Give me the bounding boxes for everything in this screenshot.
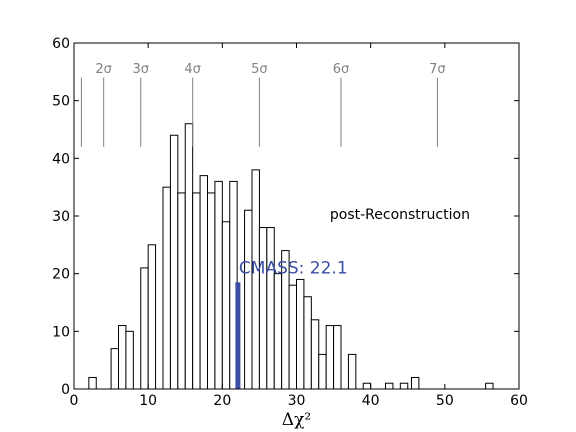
x-tick-label: 50	[436, 393, 454, 409]
histogram-bar	[303, 296, 312, 390]
y-tick-label: 10	[52, 324, 70, 340]
histogram-bar	[258, 227, 268, 390]
x-tick-label: 0	[70, 393, 79, 409]
sigma-label: 2σ	[95, 62, 112, 77]
histogram-bar	[118, 325, 127, 390]
histogram-bar	[266, 227, 275, 390]
histogram-bar	[184, 123, 194, 390]
histogram-bar	[288, 284, 298, 390]
sigma-label: 7σ	[429, 62, 446, 77]
y-tick-label: 40	[52, 151, 70, 167]
histogram-bar	[362, 382, 372, 390]
histogram-bar	[410, 376, 420, 390]
histogram-bar	[347, 353, 357, 390]
cmass-label: CMASS: 22.1	[239, 258, 348, 278]
histogram-bar	[207, 192, 216, 390]
axis-ticks: 0 10 20 30 40 50 60 0 10 20 30 40 50 60	[52, 36, 528, 409]
histogram-bar	[244, 209, 253, 390]
histogram-bar	[333, 325, 342, 390]
histogram-bar	[251, 169, 260, 390]
histogram-bar	[147, 244, 157, 390]
y-tick-label: 20	[52, 267, 70, 283]
y-tick-label: 60	[52, 36, 70, 52]
x-tick-label: 30	[288, 393, 306, 409]
sigma-markers: 2σ 3σ 4σ 5σ 6σ 7σ	[80, 62, 446, 147]
histogram-bar	[162, 186, 171, 390]
cmass-highlight: CMASS: 22.1	[235, 258, 348, 389]
sigma-label: 3σ	[132, 62, 149, 77]
histogram-bar	[192, 192, 201, 390]
post-reconstruction-annotation: post-Reconstruction	[330, 207, 470, 223]
histogram-bar	[140, 267, 149, 390]
histogram-bar	[214, 180, 223, 390]
histogram-bar	[199, 175, 208, 390]
histogram-bar	[318, 353, 327, 390]
histogram-bar	[110, 348, 120, 390]
histogram-bar	[399, 382, 409, 390]
sigma-label: 6σ	[333, 62, 350, 77]
y-tick-label: 30	[52, 209, 70, 225]
x-tick-label: 10	[139, 393, 157, 409]
histogram-bar	[221, 221, 231, 390]
x-axis-label: Δχ²	[282, 410, 311, 430]
x-tick-label: 60	[510, 393, 528, 409]
histogram-bar	[88, 376, 97, 390]
sigma-label: 5σ	[251, 62, 268, 77]
histogram-bar	[169, 134, 179, 390]
x-tick-label: 40	[362, 393, 380, 409]
cmass-bar	[235, 282, 241, 389]
histogram-bars	[88, 123, 494, 390]
histogram-bar	[125, 330, 134, 390]
sigma-label: 4σ	[184, 62, 201, 77]
histogram-bar	[310, 319, 320, 390]
histogram-bar	[296, 278, 305, 390]
histogram-bar	[485, 382, 494, 390]
y-tick-label: 50	[52, 94, 70, 110]
histogram-bar	[177, 192, 186, 390]
histogram-bar	[325, 325, 335, 390]
histogram-bar	[273, 273, 283, 390]
x-tick-label: 20	[213, 393, 231, 409]
y-tick-label: 0	[61, 382, 70, 398]
histogram-bar	[385, 382, 394, 390]
